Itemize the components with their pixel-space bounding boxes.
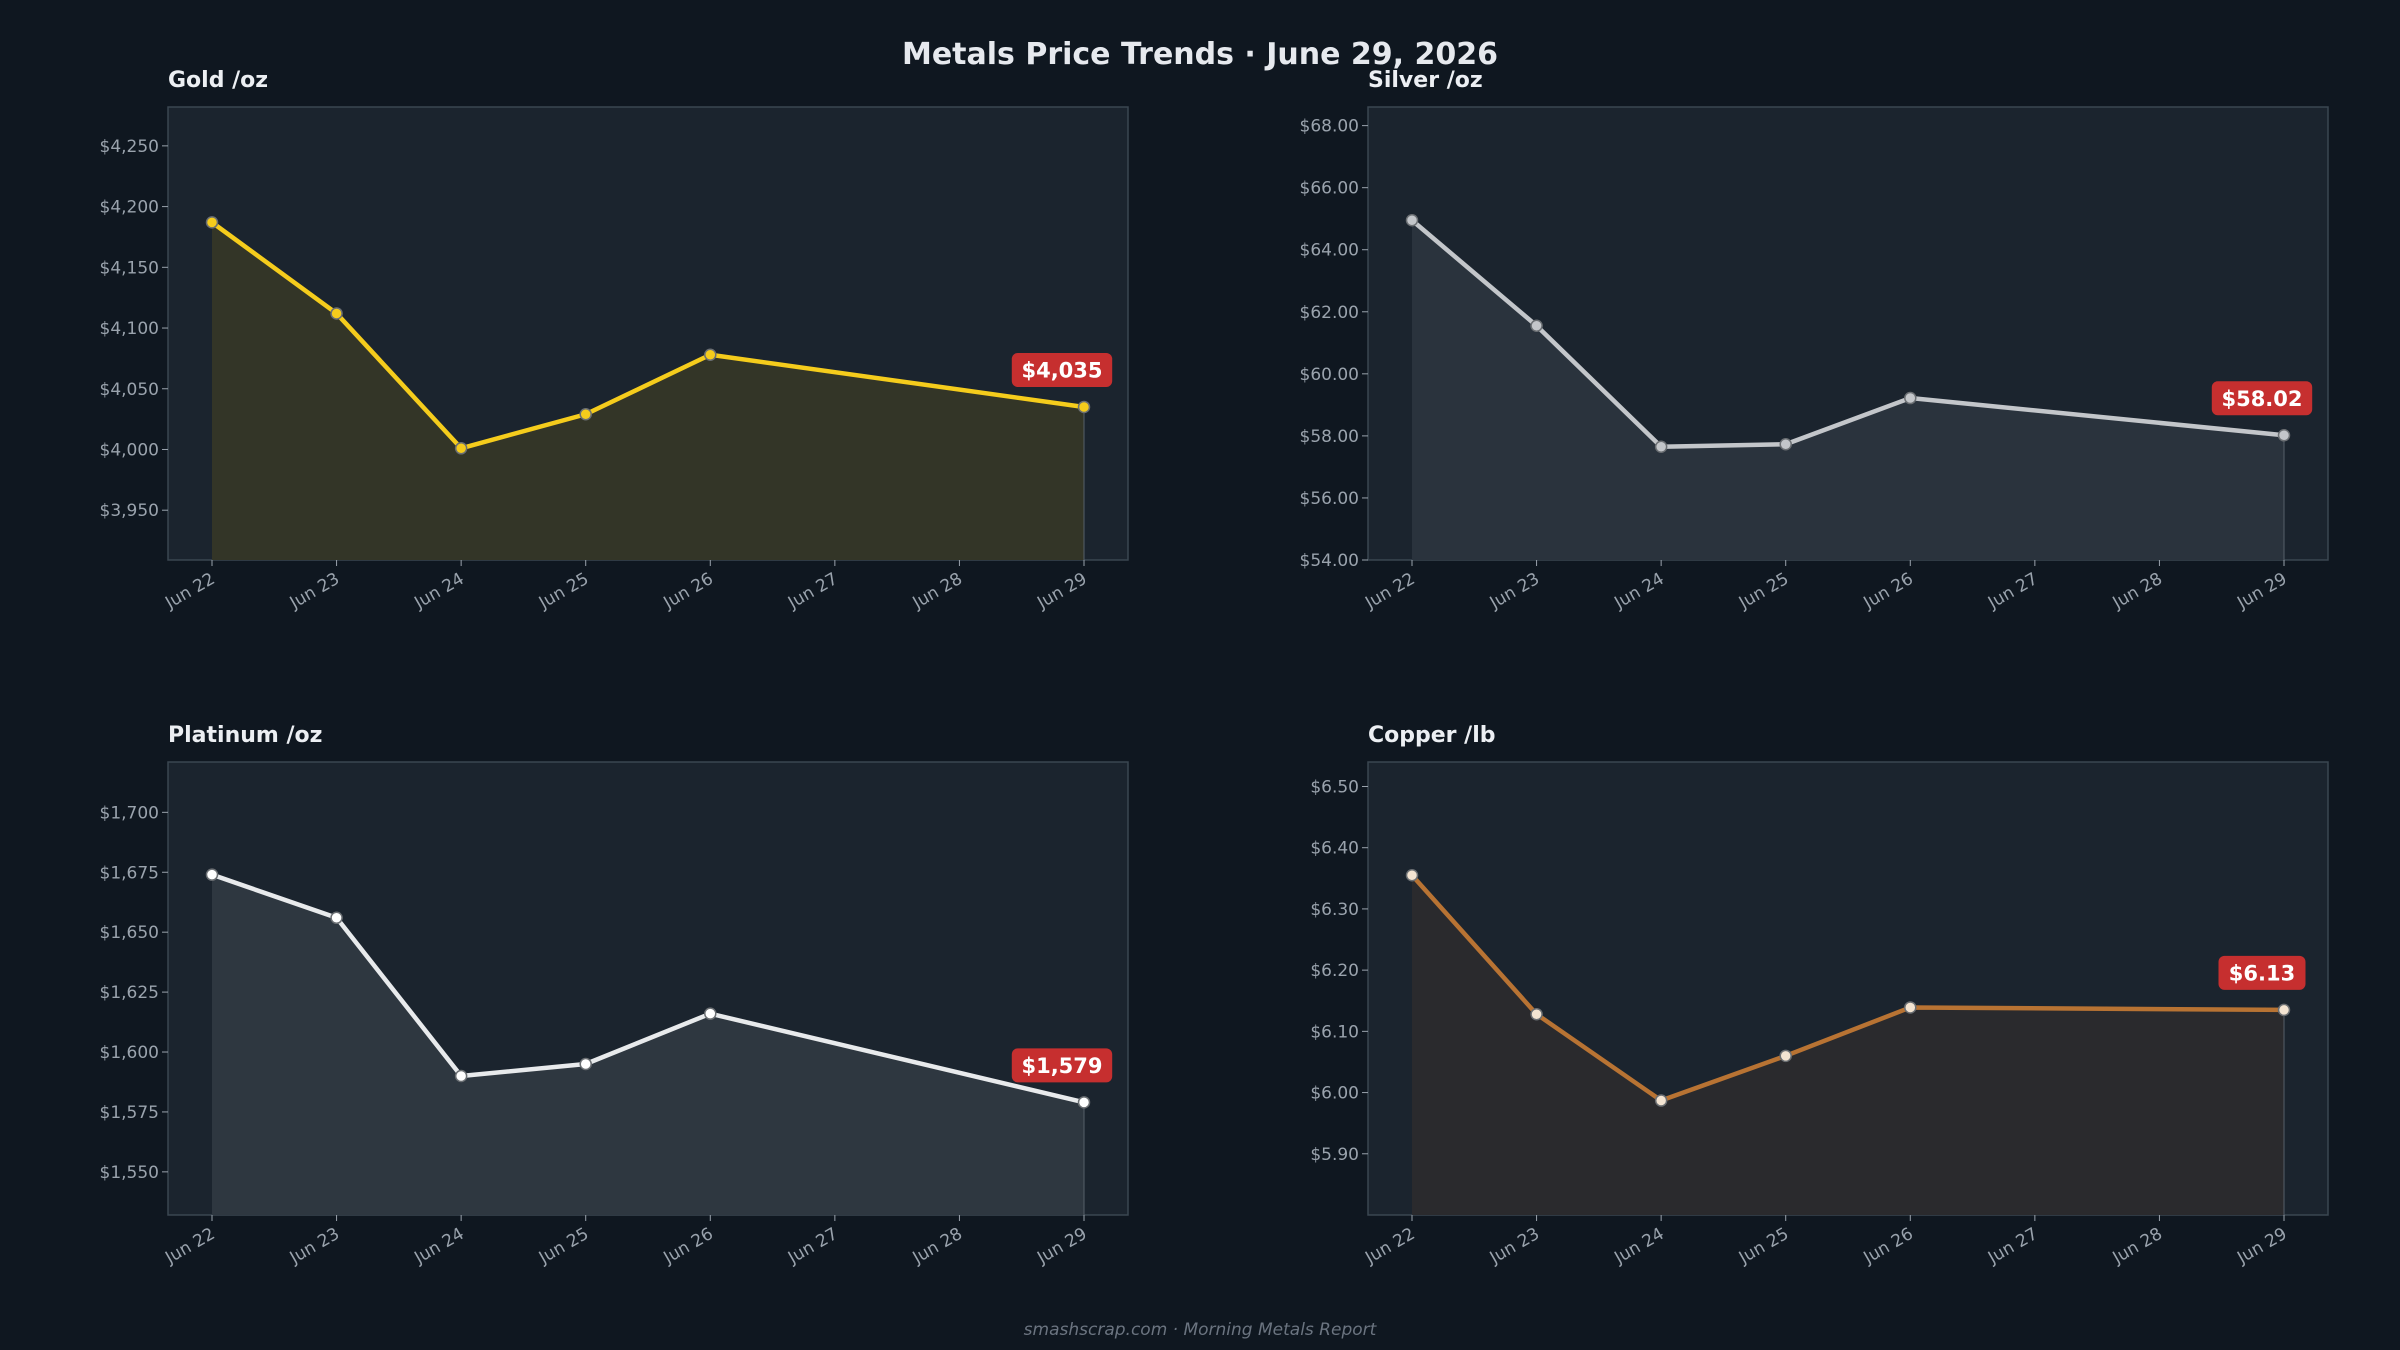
data-point xyxy=(1654,1094,1668,1107)
y-tick-label: $6.10 xyxy=(1310,1022,1359,1042)
data-point xyxy=(1654,440,1668,453)
latest-price-label: $58.02 xyxy=(2221,387,2302,411)
y-tick-label: $6.40 xyxy=(1310,839,1359,859)
y-tick-label: $58.00 xyxy=(1300,427,1359,447)
y-tick-label: $1,550 xyxy=(100,1163,159,1183)
data-point xyxy=(1779,438,1792,451)
latest-price-badge xyxy=(1011,352,1113,387)
data-point xyxy=(1530,319,1543,332)
panel-title: Platinum /oz xyxy=(168,723,322,748)
latest-price-badge xyxy=(1011,1048,1113,1083)
latest-price-label: $4,035 xyxy=(1021,358,1102,382)
series-line xyxy=(209,872,1087,1105)
data-point xyxy=(330,911,343,925)
y-tick-label: $4,250 xyxy=(100,137,159,157)
y-tick-label: $54.00 xyxy=(1300,551,1359,571)
data-point xyxy=(704,1007,717,1020)
y-tick-label: $1,650 xyxy=(100,923,159,943)
series-area xyxy=(1412,875,2284,1215)
data-point xyxy=(704,348,717,362)
y-tick-label: $3,950 xyxy=(100,501,159,521)
chart-panel-3: Copper /lb $5.90 $6.00 $6.10 $6.20 $6.30 $6.40… xyxy=(1310,723,2329,1269)
data-point xyxy=(579,408,592,421)
y-tick-label: $4,200 xyxy=(100,198,159,218)
y-tick-label: $6.30 xyxy=(1310,900,1359,920)
series-line xyxy=(1409,218,2287,449)
y-tick-label: $6.50 xyxy=(1310,777,1359,797)
data-point xyxy=(330,307,343,320)
y-tick-label: $6.00 xyxy=(1310,1084,1359,1104)
y-tick-label: $4,150 xyxy=(100,258,159,278)
y-tick-label: $62.00 xyxy=(1300,303,1359,323)
series-area xyxy=(1412,220,2284,560)
y-tick-label: $60.00 xyxy=(1300,365,1359,385)
footer-credit: smashscrap.com · Morning Metals Report xyxy=(1024,1320,1378,1340)
y-tick-label: $1,700 xyxy=(100,803,159,823)
chart-panel-1: Silver /oz $54.00 $56.00 $58.00 $60.00 $62.00… xyxy=(1300,68,2329,614)
data-point xyxy=(1530,1007,1543,1021)
panel-title: Copper /lb xyxy=(1368,723,1496,748)
data-point xyxy=(1904,1001,1917,1014)
data-point xyxy=(579,1057,592,1071)
y-tick-label: $1,625 xyxy=(100,983,159,1003)
chart-panel-0: Gold /oz $3,950 $4,000 $4,050 $4,100 $4,150 $4… xyxy=(100,68,1129,614)
y-tick-label: $64.00 xyxy=(1300,241,1359,261)
series-line xyxy=(1409,873,2287,1103)
series-area xyxy=(212,222,1084,560)
data-point xyxy=(205,868,219,881)
y-tick-label: $1,600 xyxy=(100,1043,159,1063)
data-point xyxy=(1405,869,1419,882)
latest-price-label: $1,579 xyxy=(1021,1054,1102,1078)
y-tick-label: $68.00 xyxy=(1300,117,1359,137)
series-area xyxy=(212,874,1084,1215)
latest-price-badge xyxy=(2211,381,2313,416)
y-tick-label: $1,675 xyxy=(100,863,159,883)
data-point xyxy=(1904,391,1917,405)
data-point xyxy=(1779,1049,1792,1063)
data-point xyxy=(2277,429,2291,442)
figure-title: Metals Price Trends · June 29, 2026 xyxy=(902,37,1498,72)
data-point xyxy=(454,442,468,455)
y-tick-label: $56.00 xyxy=(1300,489,1359,509)
y-tick-label: $4,000 xyxy=(100,440,159,460)
latest-price-label: $6.13 xyxy=(2229,961,2295,985)
data-point xyxy=(1077,400,1091,414)
data-point xyxy=(1405,214,1419,227)
y-tick-label: $4,050 xyxy=(100,380,159,400)
y-tick-label: $6.20 xyxy=(1310,961,1359,981)
y-tick-label: $66.00 xyxy=(1300,179,1359,199)
data-point xyxy=(1077,1096,1091,1109)
panel-title: Silver /oz xyxy=(1368,68,1483,93)
latest-price-badge xyxy=(2218,955,2306,990)
data-point xyxy=(205,216,219,229)
panel-title: Gold /oz xyxy=(168,68,268,93)
data-point xyxy=(2277,1003,2291,1017)
y-tick-label: $5.90 xyxy=(1310,1145,1359,1165)
series-line xyxy=(209,220,1087,451)
y-tick-label: $1,575 xyxy=(100,1103,159,1123)
chart-panel-2: Platinum /oz $1,550 $1,575 $1,600 $1,625 $1,6… xyxy=(100,723,1129,1269)
data-point xyxy=(454,1069,468,1083)
chart-panels: Gold /oz $3,950 $4,000 $4,050 $4,100 $4,150 $4… xyxy=(100,68,2329,1269)
y-tick-label: $4,100 xyxy=(100,319,159,339)
